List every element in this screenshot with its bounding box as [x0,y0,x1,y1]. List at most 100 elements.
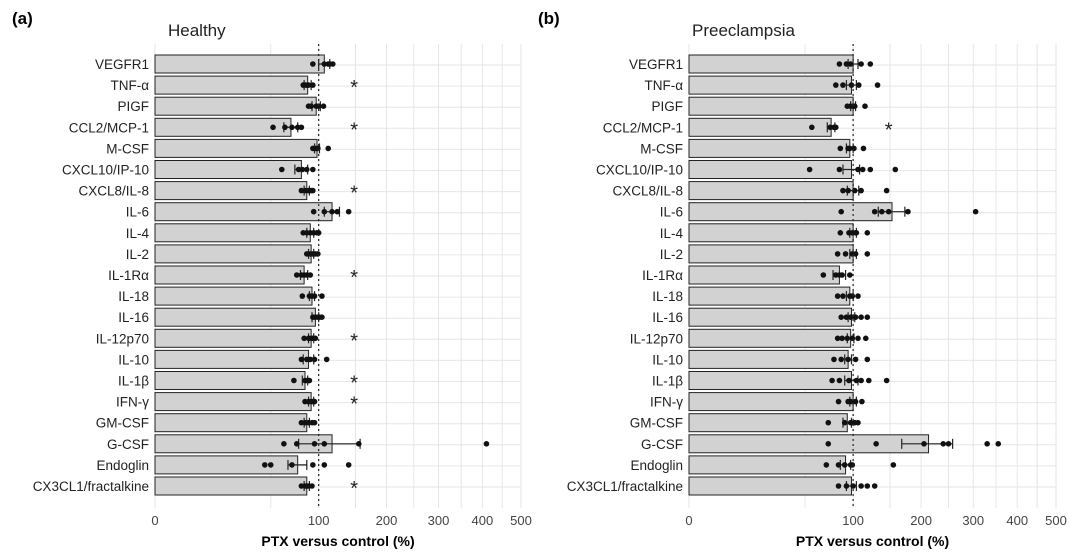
category-label: CXCL8/IL-8 [612,184,683,199]
data-point [858,378,864,384]
data-point [984,441,990,447]
bar [155,414,307,432]
data-point [304,167,310,173]
data-point [330,61,336,67]
bar [155,224,310,242]
data-point [845,188,851,194]
bar [155,97,316,115]
x-tick-label: 400 [472,513,494,528]
category-label: PIGF [651,99,683,114]
data-point [866,378,872,384]
data-point [839,336,845,342]
data-point [312,293,318,299]
data-point [310,462,316,468]
bar [155,139,317,157]
category-label: IL-16 [118,310,149,325]
data-point [829,378,835,384]
data-point [856,82,862,88]
significance-marker: * [885,119,893,141]
data-point [837,167,843,173]
data-point [940,441,946,447]
data-point [838,146,844,152]
data-point [861,146,867,152]
bar [689,350,848,368]
category-label: IL-1β [118,374,149,389]
significance-marker: * [350,394,358,416]
data-point [836,462,842,468]
data-point [281,441,287,447]
data-point [833,125,839,131]
data-point [867,61,873,67]
category-label: G-CSF [641,437,683,452]
x-tick-label: 400 [1006,513,1028,528]
data-point [864,230,870,236]
data-point [893,167,899,173]
panel-title: Healthy [168,21,226,40]
data-point [864,251,870,257]
category-label: IFN-γ [116,395,149,410]
category-label: CXCL8/IL-8 [78,184,149,199]
data-point [905,209,911,215]
data-point [807,167,813,173]
data-point [850,462,856,468]
data-point [847,272,853,278]
bar [155,308,315,326]
bar [689,456,846,474]
data-point [884,378,890,384]
bar [155,350,309,368]
bar [689,161,851,179]
category-label: IL-10 [118,352,149,367]
data-point [312,399,318,405]
x-tick-label: 200 [910,513,932,528]
data-point [315,251,321,257]
data-point [855,336,861,342]
data-point [862,103,868,109]
bar [155,287,312,305]
data-point [879,209,885,215]
bar [155,76,308,94]
data-point [308,103,314,109]
significance-marker: * [350,183,358,205]
data-point [312,420,318,426]
category-label: M-CSF [640,141,683,156]
data-point [838,230,844,236]
data-point [356,441,362,447]
data-point [851,146,857,152]
data-point [484,441,490,447]
category-label: GM-CSF [630,416,683,431]
data-point [262,462,268,468]
category-label: IL-2 [660,247,683,262]
data-point [837,378,843,384]
bar [689,76,851,94]
data-point [307,378,313,384]
panel-title: Preeclampsia [692,21,796,40]
data-point [854,230,860,236]
significance-marker: * [350,373,358,395]
data-point [835,293,841,299]
significance-marker: * [350,267,358,289]
data-point [329,209,335,215]
significance-marker: * [350,330,358,352]
data-point [840,293,846,299]
bar [689,393,853,411]
category-label: CX3CL1/fractalkine [567,479,683,494]
category-label: CXCL10/IP-10 [62,163,149,178]
data-point [299,357,305,363]
bar [689,266,839,284]
data-point [995,441,1001,447]
panel-tag: (b) [538,9,560,28]
data-point [346,209,352,215]
category-label: VEGFR1 [95,57,149,72]
category-label: G-CSF [107,437,149,452]
bar [689,245,853,263]
data-point [322,209,328,215]
bar [155,477,307,495]
data-point [836,483,842,489]
data-point [864,357,870,363]
data-point [321,103,327,109]
bar [689,287,850,305]
category-label: CCL2/MCP-1 [69,120,149,135]
data-point [858,61,864,67]
x-tick-label: 500 [510,513,532,528]
